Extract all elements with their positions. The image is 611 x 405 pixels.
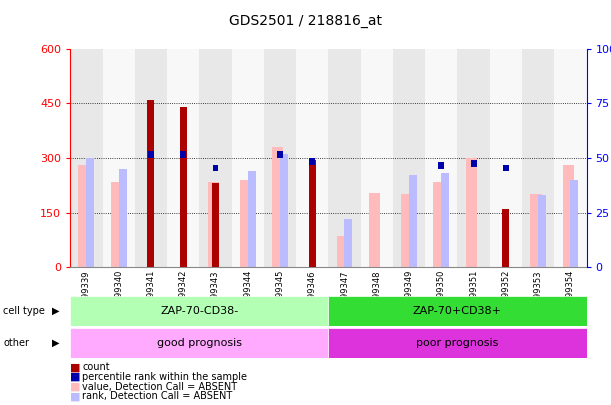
Text: value, Detection Call = ABSENT: value, Detection Call = ABSENT (82, 382, 238, 392)
Bar (296, 49, 329, 267)
Bar (213, 164, 218, 171)
Text: ■: ■ (70, 372, 81, 382)
Bar (490, 49, 522, 267)
Text: good prognosis: good prognosis (157, 338, 242, 348)
Bar (103, 49, 135, 267)
Bar (522, 49, 554, 267)
Bar (554, 49, 587, 267)
Text: other: other (3, 338, 29, 348)
Bar (470, 160, 477, 167)
Bar (272, 147, 284, 267)
Text: percentile rank within the sample: percentile rank within the sample (82, 372, 247, 382)
Text: ■: ■ (70, 362, 81, 372)
Text: ZAP-70-CD38-: ZAP-70-CD38- (160, 306, 238, 316)
Bar (329, 296, 587, 326)
Text: ■: ■ (70, 382, 81, 392)
Bar (180, 107, 187, 267)
Bar (433, 181, 445, 267)
Bar (240, 180, 251, 267)
Bar (329, 49, 360, 267)
Text: cell type: cell type (3, 306, 45, 316)
Bar (439, 162, 444, 169)
Bar (425, 49, 458, 267)
Bar (337, 236, 348, 267)
Bar (329, 328, 587, 358)
Bar (70, 49, 103, 267)
Bar (570, 180, 579, 267)
Bar (360, 49, 393, 267)
Bar (199, 49, 232, 267)
Bar (393, 49, 425, 267)
Bar (180, 151, 186, 158)
Bar (309, 158, 315, 164)
Text: count: count (82, 362, 110, 372)
Bar (119, 169, 126, 267)
Bar (277, 151, 283, 158)
Bar (208, 181, 219, 267)
Text: poor prognosis: poor prognosis (416, 338, 499, 348)
Text: ▶: ▶ (53, 338, 60, 348)
Bar (563, 165, 574, 267)
Bar (148, 151, 154, 158)
Bar (212, 183, 219, 267)
Bar (503, 164, 509, 171)
Bar (86, 158, 94, 267)
Bar (309, 160, 316, 267)
Bar (401, 194, 412, 267)
Bar (530, 194, 541, 267)
Bar (466, 158, 477, 267)
Text: ▶: ▶ (53, 306, 60, 316)
Bar (369, 192, 380, 267)
Text: GDS2501 / 218816_at: GDS2501 / 218816_at (229, 14, 382, 28)
Bar (458, 49, 490, 267)
Bar (441, 173, 449, 267)
Bar (111, 181, 122, 267)
Bar (70, 296, 329, 326)
Bar (280, 153, 288, 267)
Bar (147, 100, 155, 267)
Bar (264, 49, 296, 267)
Bar (538, 195, 546, 267)
Bar (247, 171, 255, 267)
Bar (78, 165, 90, 267)
Text: rank, Detection Call = ABSENT: rank, Detection Call = ABSENT (82, 392, 233, 401)
Text: ■: ■ (70, 392, 81, 401)
Bar (345, 219, 353, 267)
Bar (167, 49, 199, 267)
Text: ZAP-70+CD38+: ZAP-70+CD38+ (413, 306, 502, 316)
Bar (232, 49, 264, 267)
Bar (135, 49, 167, 267)
Bar (502, 209, 510, 267)
Bar (70, 328, 329, 358)
Bar (409, 175, 417, 267)
